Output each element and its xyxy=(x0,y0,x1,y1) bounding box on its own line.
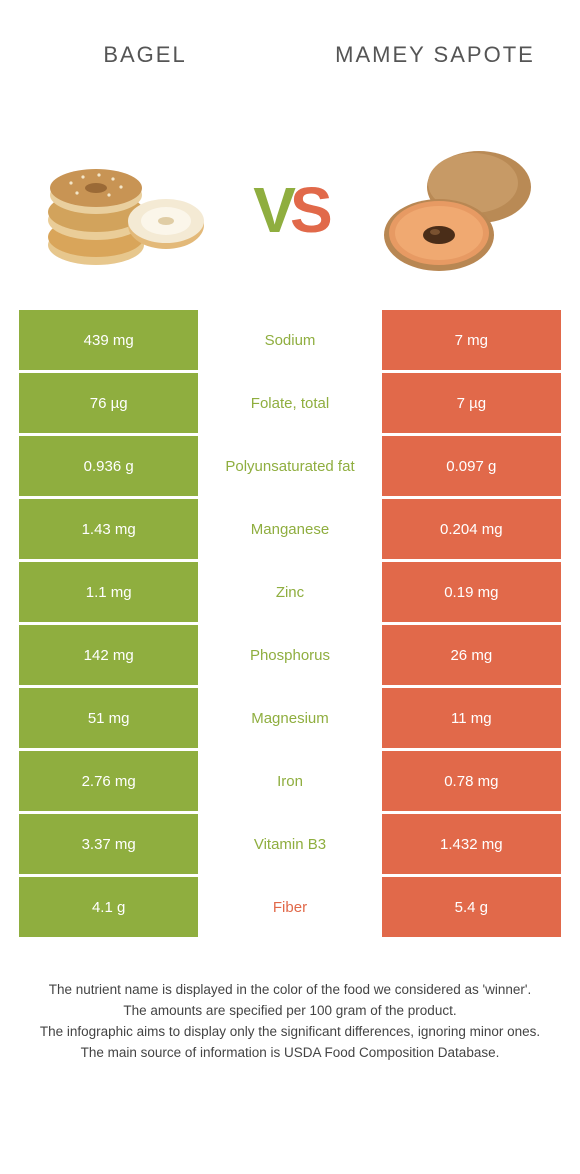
footnote-3: The infographic aims to display only the… xyxy=(30,1022,550,1043)
nutrient-name: Iron xyxy=(200,751,379,811)
left-value: 2.76 mg xyxy=(19,751,198,811)
left-value: 439 mg xyxy=(19,310,198,370)
right-value: 7 mg xyxy=(382,310,561,370)
nutrient-name: Vitamin B3 xyxy=(200,814,379,874)
table-row: 1.1 mgZinc0.19 mg xyxy=(18,562,562,622)
title-row: Bagel Mamey Sapote xyxy=(0,0,580,110)
left-value: 51 mg xyxy=(19,688,198,748)
right-value: 7 µg xyxy=(382,373,561,433)
table-row: 76 µgFolate, total7 µg xyxy=(18,373,562,433)
food-left-title: Bagel xyxy=(0,42,290,67)
right-value: 11 mg xyxy=(382,688,561,748)
nutrient-name: Polyunsaturated fat xyxy=(200,436,379,496)
vs-v: V xyxy=(253,174,290,246)
bagel-illustration xyxy=(41,125,211,295)
nutrient-name: Folate, total xyxy=(200,373,379,433)
table-row: 1.43 mgManganese0.204 mg xyxy=(18,499,562,559)
left-value: 142 mg xyxy=(19,625,198,685)
hero-row: VS xyxy=(0,110,580,310)
right-value: 0.19 mg xyxy=(382,562,561,622)
left-value: 76 µg xyxy=(19,373,198,433)
footnote-4: The main source of information is USDA F… xyxy=(30,1043,550,1064)
nutrient-name: Magnesium xyxy=(200,688,379,748)
footnote-2: The amounts are specified per 100 gram o… xyxy=(30,1001,550,1022)
nutrient-name: Phosphorus xyxy=(200,625,379,685)
table-row: 142 mgPhosphorus26 mg xyxy=(18,625,562,685)
left-value: 3.37 mg xyxy=(19,814,198,874)
table-row: 3.37 mgVitamin B31.432 mg xyxy=(18,814,562,874)
vs-label: VS xyxy=(253,173,326,247)
mamey-illustration xyxy=(369,125,539,295)
table-row: 51 mgMagnesium11 mg xyxy=(18,688,562,748)
right-value: 0.204 mg xyxy=(382,499,561,559)
right-value: 26 mg xyxy=(382,625,561,685)
footer-notes: The nutrient name is displayed in the co… xyxy=(0,940,580,1064)
left-value: 1.43 mg xyxy=(19,499,198,559)
nutrient-name: Fiber xyxy=(200,877,379,937)
comparison-table: 439 mgSodium7 mg76 µgFolate, total7 µg0.… xyxy=(0,310,580,937)
food-right-title: Mamey Sapote xyxy=(290,42,580,67)
right-value: 1.432 mg xyxy=(382,814,561,874)
left-value: 1.1 mg xyxy=(19,562,198,622)
nutrient-name: Sodium xyxy=(200,310,379,370)
left-value: 4.1 g xyxy=(19,877,198,937)
right-value: 5.4 g xyxy=(382,877,561,937)
footnote-1: The nutrient name is displayed in the co… xyxy=(30,980,550,1001)
table-row: 4.1 gFiber5.4 g xyxy=(18,877,562,937)
table-row: 0.936 gPolyunsaturated fat0.097 g xyxy=(18,436,562,496)
right-value: 0.78 mg xyxy=(382,751,561,811)
nutrient-name: Manganese xyxy=(200,499,379,559)
left-value: 0.936 g xyxy=(19,436,198,496)
nutrient-name: Zinc xyxy=(200,562,379,622)
vs-s: S xyxy=(290,174,327,246)
table-row: 439 mgSodium7 mg xyxy=(18,310,562,370)
right-value: 0.097 g xyxy=(382,436,561,496)
table-row: 2.76 mgIron0.78 mg xyxy=(18,751,562,811)
